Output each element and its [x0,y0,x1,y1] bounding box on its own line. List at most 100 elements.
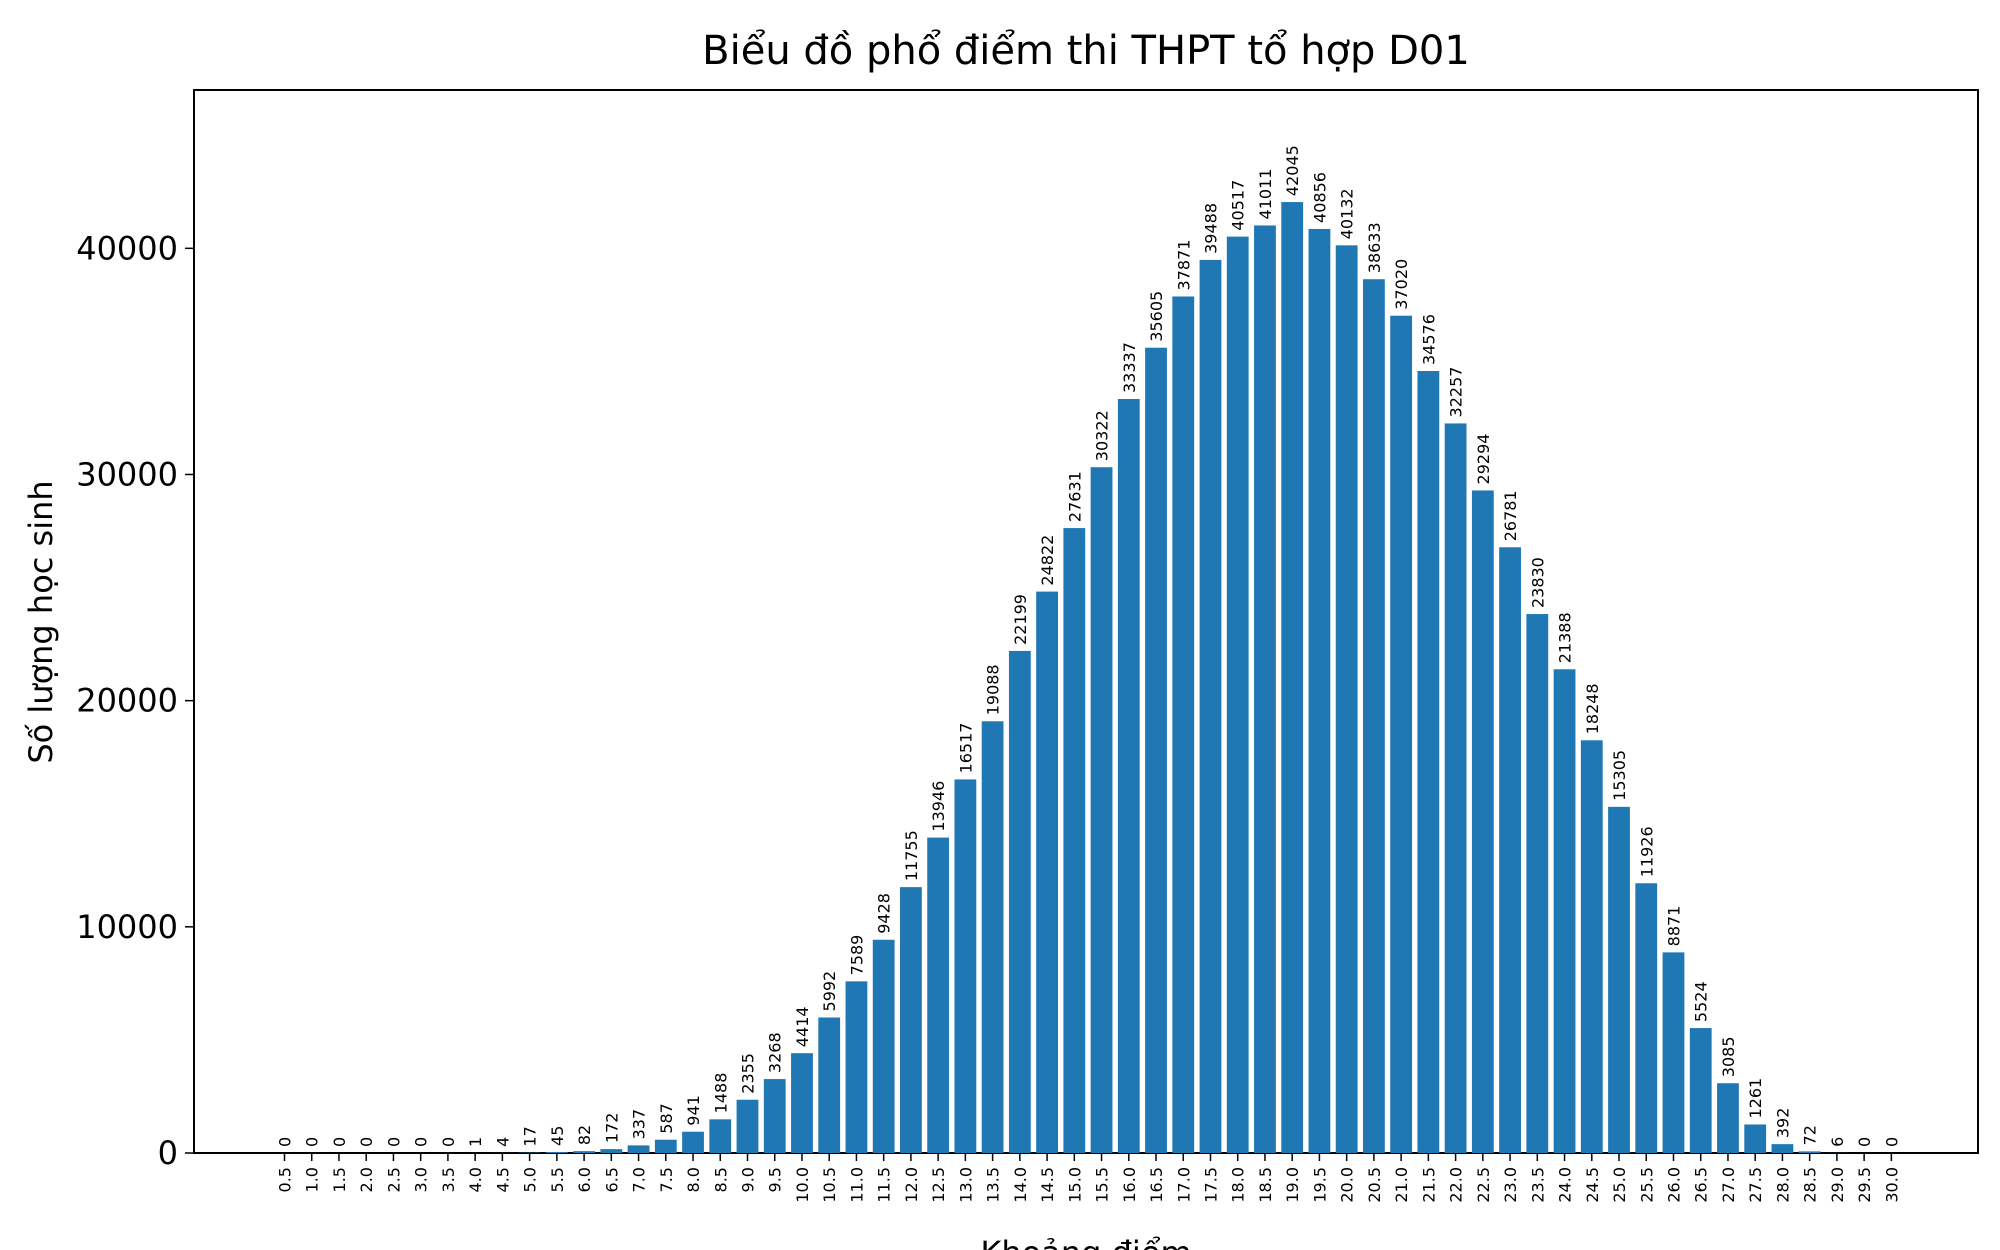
x-tick-label: 21.0 [1392,1167,1411,1203]
plot-area-frame [193,89,1979,1154]
bar-value-label: 9428 [875,893,894,934]
bar [1199,259,1222,1154]
bar [1553,669,1576,1153]
bar [1335,245,1358,1153]
bar [1717,1083,1739,1153]
bar-value-label: 30322 [1093,410,1112,461]
bar [1444,423,1467,1153]
x-tick-label: 3.0 [412,1167,431,1192]
x-tick-label: 7.5 [657,1167,676,1192]
bar [872,939,895,1153]
x-tick-label: 5.5 [548,1167,567,1192]
bar-value-label: 3268 [766,1032,785,1073]
bar [627,1145,650,1153]
bar [791,1053,813,1153]
x-tick-label: 16.0 [1120,1167,1139,1203]
bar [709,1119,732,1153]
x-tick-label: 21.5 [1419,1167,1438,1203]
bar-value-label: 26781 [1501,490,1520,541]
bar-value-label: 8871 [1664,906,1683,947]
bar [600,1149,623,1153]
x-tick-label: 0.5 [276,1167,295,1192]
bar [1798,1151,1821,1153]
bar [900,887,922,1153]
bar-value-label: 18248 [1583,683,1602,734]
x-axis-label: Khoảng điểm [980,1234,1191,1250]
bar [573,1151,595,1153]
data-labels-group: 0 0 0 0 0 0 0 1 4 17 45 82 172 337 587 941 1488 235532684… [276,145,1902,1147]
bar-value-label: 40856 [1310,172,1329,223]
bar [1254,225,1276,1153]
bar-value-label: 0 [412,1137,431,1147]
x-tick-label: 7.0 [630,1167,649,1192]
bar [927,837,950,1153]
x-tick-label: 24.0 [1556,1167,1575,1203]
x-tick-label: 6.0 [575,1167,594,1192]
bar-value-label: 2355 [738,1053,757,1094]
x-tick-label: 14.5 [1038,1167,1057,1203]
bar-value-label: 33337 [1120,342,1139,393]
bar [954,779,977,1153]
x-tick-label: 8.5 [711,1167,730,1192]
bar-value-label: 0 [330,1137,349,1147]
bar-value-label: 4 [493,1137,512,1147]
x-tick-label: 5.0 [521,1167,540,1192]
bar [1363,279,1385,1154]
bar [1744,1124,1767,1153]
x-tick-label: 25.0 [1610,1167,1629,1203]
bar [1526,614,1549,1153]
bar-value-label: 27631 [1065,471,1084,522]
bar-value-label: 172 [602,1113,621,1144]
bar-value-label: 32257 [1447,367,1466,418]
x-tick-label: 12.5 [929,1167,948,1203]
bar-value-label: 22199 [1011,594,1030,645]
bar [1471,490,1494,1153]
bar-value-label: 37871 [1174,240,1193,291]
bar-value-label: 16517 [956,723,975,774]
x-tick-label: 15.0 [1065,1167,1084,1203]
x-tick-label: 26.0 [1664,1167,1683,1203]
bar-value-label: 23830 [1528,557,1547,608]
bar [1608,806,1630,1153]
bar-value-label: 42045 [1283,145,1302,196]
bar [1662,952,1685,1153]
bar-value-label: 0 [357,1137,376,1147]
bar [1689,1028,1712,1153]
y-axis-label: Số lượng học sinh [22,480,60,763]
bar [1172,296,1195,1153]
x-tick-label: 3.5 [439,1167,458,1192]
bar [545,1151,568,1153]
bar-value-label: 3085 [1719,1037,1738,1078]
bar-value-label: 13946 [929,781,948,832]
bar-value-label: 1488 [711,1073,730,1114]
bar [1308,228,1331,1153]
bar [1771,1144,1794,1153]
bar-value-label: 4414 [793,1006,812,1047]
x-tick-label: 29.5 [1855,1167,1874,1203]
bars-group [464,202,1848,1154]
x-tick-label: 22.5 [1474,1167,1493,1203]
x-tick-label: 28.5 [1801,1167,1820,1203]
bar-value-label: 1 [466,1137,485,1147]
bar [1417,370,1440,1153]
bar-value-label: 6 [1828,1137,1847,1147]
x-tick-label: 4.5 [493,1167,512,1192]
bar-value-label: 17 [521,1126,540,1146]
bar [818,1017,841,1153]
bar-value-label: 35605 [1147,291,1166,342]
x-tick-label: 10.0 [793,1167,812,1203]
x-tick-label: 18.0 [1229,1167,1248,1203]
x-tick-label: 28.0 [1773,1167,1792,1203]
bar-value-label: 29294 [1474,434,1493,485]
x-tick-label: 27.5 [1746,1167,1765,1203]
x-tick-label: 22.0 [1447,1167,1466,1203]
x-tick-label: 26.5 [1692,1167,1711,1203]
bar-value-label: 11755 [902,830,921,881]
x-tick-label: 15.5 [1093,1167,1112,1203]
bar-value-label: 40517 [1229,180,1248,231]
x-tick-label: 1.0 [303,1167,322,1192]
bar-value-label: 21388 [1556,612,1575,663]
bar-value-label: 0 [384,1137,403,1147]
bar-value-label: 0 [1882,1137,1901,1147]
